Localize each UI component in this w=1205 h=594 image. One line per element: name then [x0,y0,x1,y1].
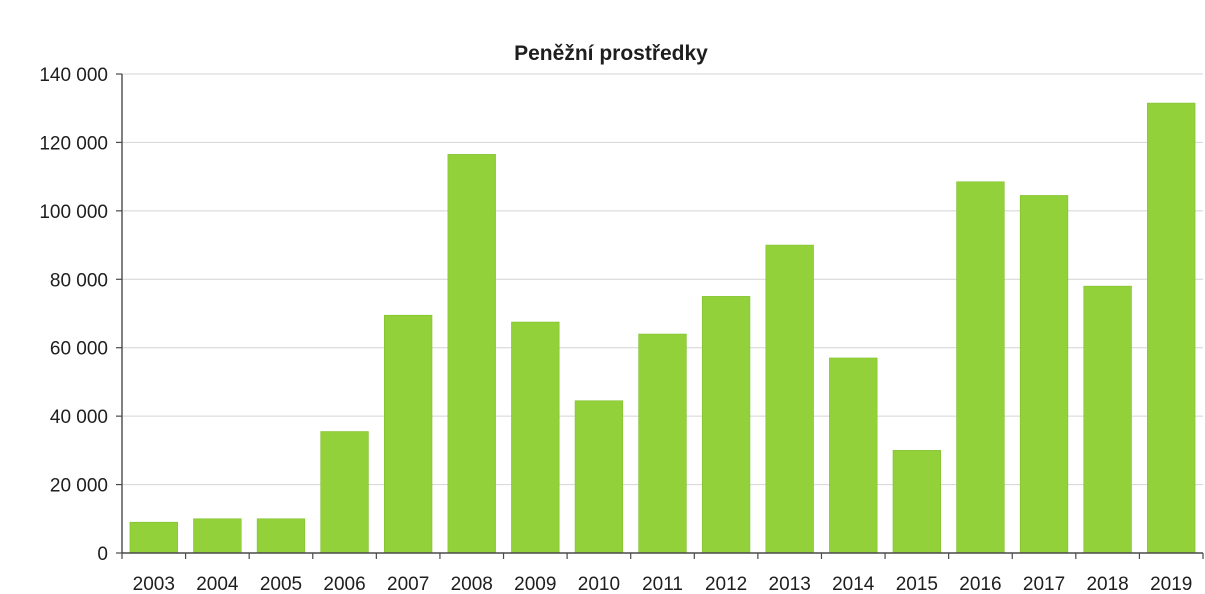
bar-2008 [447,154,496,554]
x-tick-label: 2010 [578,574,620,594]
x-tick-label: 2004 [196,574,239,594]
y-tick-label: 140 000 [39,65,108,86]
x-tick-label: 2007 [387,574,429,594]
x-tick-label: 2017 [1023,574,1065,594]
y-tick-label: 60 000 [50,339,108,360]
x-tick-label: 2014 [832,574,875,594]
y-tick-label: 120 000 [39,133,108,154]
bar-2015 [892,450,941,554]
bar-2011 [638,333,687,554]
x-tick-label: 2009 [514,574,556,594]
y-tick-label: 40 000 [50,407,108,428]
bar-2013 [765,244,814,554]
bars [129,102,1196,554]
bar-2018 [1083,285,1132,554]
bar-2014 [829,357,878,554]
y-tick-labels: 0 20 000 40 000 60 000 80 000 100 000 120 000 1… [39,65,122,565]
x-tick-label: 2006 [323,574,365,594]
axes [121,74,1203,554]
bar-2012 [701,296,751,554]
y-tick-label: 0 [97,544,108,565]
x-tick-label: 2016 [959,574,1001,594]
bar-2017 [1019,195,1069,554]
x-tick-label: 2019 [1150,574,1192,594]
x-tick-label: 2013 [769,574,811,594]
x-tick-label: 2003 [133,574,175,594]
bar-2010 [574,400,624,554]
x-tick-label: 2018 [1086,574,1128,594]
x-tick-label: 2011 [642,574,683,594]
bar-2006 [320,431,369,554]
y-tick-label: 20 000 [50,476,108,497]
y-tick-label: 80 000 [50,270,108,291]
bar-2004 [193,518,242,554]
bar-2003 [129,521,178,554]
x-tick-label: 2012 [705,574,747,594]
x-tick-labels: 2003 2004 2005 2006 2007 2008 2009 2010 2011 2012… [121,553,1204,594]
bar-2016 [956,181,1005,554]
x-tick-label: 2005 [260,574,302,594]
bar-2005 [256,518,306,554]
bar-2007 [384,314,433,554]
bar-2019 [1147,102,1196,554]
y-tick-label: 100 000 [39,202,108,223]
bar-2009 [511,321,560,554]
x-tick-label: 2015 [896,574,938,594]
chart-title: Peněžní prostředky [514,42,708,65]
x-tick-label: 2008 [451,574,493,594]
